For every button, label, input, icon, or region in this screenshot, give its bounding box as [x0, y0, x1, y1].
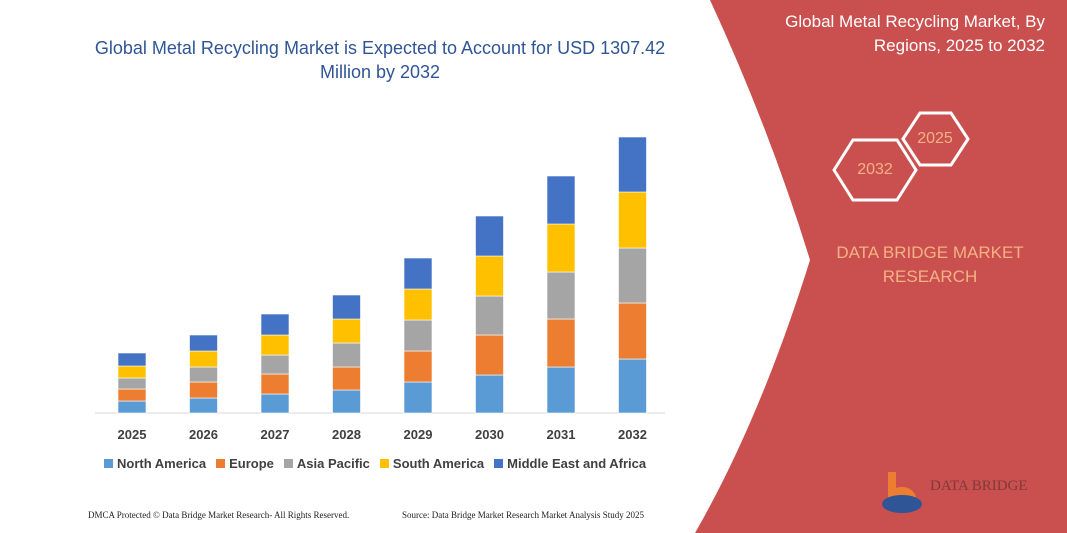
hex-label-2025: 2025 — [917, 130, 953, 147]
bar-2025-2 — [117, 377, 147, 390]
legend-label: North America — [117, 456, 207, 471]
bar-2031-3 — [546, 223, 576, 273]
bar-2030-4 — [475, 215, 504, 257]
bar-2029-2 — [403, 319, 433, 352]
stacked-bar-chart: 2025 2026 2027 2028 2029 2030 2031 2032 — [95, 136, 665, 442]
chart-title: Global Metal Recycling Market is Expecte… — [94, 38, 666, 82]
legend-item: Asia Pacific — [283, 456, 370, 471]
legend-swatch — [104, 459, 113, 468]
bar-2028-2 — [332, 342, 361, 368]
bar-2025-0 — [117, 400, 147, 414]
bar-2029-3 — [403, 288, 433, 321]
legend-swatch — [379, 459, 389, 468]
bar-2032-2 — [618, 247, 647, 304]
hex-2025 — [901, 111, 970, 167]
legend-swatch — [283, 459, 293, 468]
legend-swatch — [494, 459, 504, 468]
x-tick-label: 2025 — [118, 427, 147, 442]
bar-2028-0 — [332, 389, 361, 414]
bar-2025-1 — [117, 388, 147, 402]
bar-2029-0 — [403, 381, 433, 414]
legend-item: South America — [379, 456, 485, 471]
bar-2025-3 — [117, 365, 147, 379]
footer-source: Source: Data Bridge Market Research Mark… — [402, 510, 644, 520]
x-tick-label: 2029 — [404, 427, 433, 442]
bar-2026-4 — [189, 334, 218, 352]
bar-2032-1 — [618, 302, 647, 360]
hex-label-2032: 2032 — [857, 161, 893, 178]
bar-2025-4 — [117, 352, 147, 367]
legend-swatch — [216, 459, 226, 468]
legend-item: North America — [104, 456, 206, 471]
bar-2027-1 — [260, 373, 290, 395]
legend-label: Asia Pacific — [296, 456, 370, 471]
panel-title: Global Metal Recycling Market, By Region… — [785, 12, 1045, 55]
logo-text: DATA BRIDGE — [930, 478, 1028, 494]
bar-2028-4 — [332, 294, 361, 320]
bar-2026-0 — [189, 397, 218, 414]
footer-copyright: DMCA Protected © Data Bridge Market Rese… — [88, 510, 350, 520]
bar-2031-1 — [546, 318, 576, 368]
bar-2030-0 — [475, 374, 504, 414]
legend-label: Europe — [229, 456, 274, 471]
x-tick-label: 2028 — [332, 427, 361, 442]
legend-item: Europe — [216, 456, 274, 471]
bar-2032-4 — [618, 136, 647, 193]
bar-2029-1 — [403, 350, 433, 383]
bar-2026-2 — [189, 366, 218, 383]
bar-2030-1 — [475, 334, 504, 376]
bar-2028-3 — [332, 318, 361, 344]
bar-2032-3 — [618, 191, 647, 249]
legend-item: Middle East and Africa — [494, 456, 646, 471]
hex-2032 — [832, 138, 918, 202]
brand-text: DATA BRIDGE MARKET RESEARCH — [836, 243, 1024, 286]
bar-2031-4 — [546, 175, 576, 225]
logo-icon — [882, 472, 922, 513]
bar-2027-0 — [260, 393, 290, 414]
bar-2031-0 — [546, 366, 576, 414]
bar-2029-4 — [403, 257, 433, 290]
x-tick-label: 2026 — [189, 427, 218, 442]
bar-2027-4 — [260, 313, 290, 336]
x-tick-label: 2032 — [618, 427, 647, 442]
bar-2030-3 — [475, 255, 504, 297]
legend-label: South America — [392, 456, 485, 471]
bar-2028-1 — [332, 366, 361, 391]
legend-label: Middle East and Africa — [507, 456, 647, 471]
x-tick-label: 2030 — [475, 427, 504, 442]
bar-2027-2 — [260, 354, 290, 375]
bar-2026-1 — [189, 381, 218, 399]
bar-2026-3 — [189, 350, 218, 368]
x-tick-label: 2031 — [547, 427, 576, 442]
x-tick-label: 2027 — [261, 427, 290, 442]
legend: North America Europe Asia Pacific South Ame… — [104, 456, 646, 471]
bar-2031-2 — [546, 271, 576, 320]
bar-2030-2 — [475, 295, 504, 336]
bar-2032-0 — [618, 358, 647, 414]
bar-2027-3 — [260, 334, 290, 356]
